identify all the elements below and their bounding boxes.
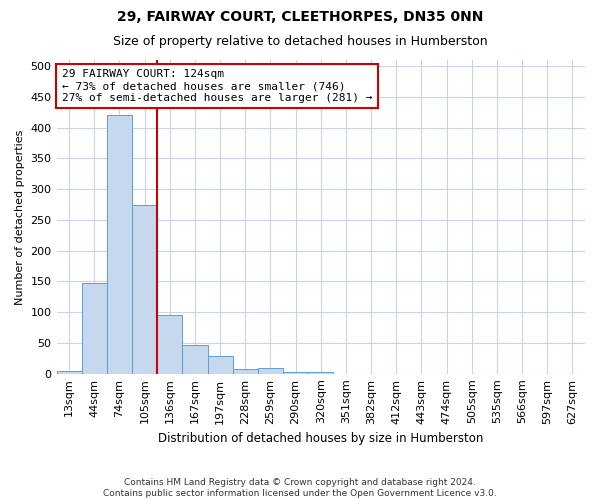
X-axis label: Distribution of detached houses by size in Humberston: Distribution of detached houses by size … xyxy=(158,432,484,445)
Bar xyxy=(157,315,182,374)
Bar xyxy=(208,356,233,374)
Bar xyxy=(56,370,82,374)
Bar xyxy=(233,369,258,374)
Text: 29, FAIRWAY COURT, CLEETHORPES, DN35 0NN: 29, FAIRWAY COURT, CLEETHORPES, DN35 0NN xyxy=(117,10,483,24)
Text: Size of property relative to detached houses in Humberston: Size of property relative to detached ho… xyxy=(113,35,487,48)
Text: 29 FAIRWAY COURT: 124sqm
← 73% of detached houses are smaller (746)
27% of semi-: 29 FAIRWAY COURT: 124sqm ← 73% of detach… xyxy=(62,70,373,102)
Bar xyxy=(82,282,107,374)
Bar xyxy=(308,372,334,374)
Text: Contains HM Land Registry data © Crown copyright and database right 2024.
Contai: Contains HM Land Registry data © Crown c… xyxy=(103,478,497,498)
Bar xyxy=(283,372,308,374)
Y-axis label: Number of detached properties: Number of detached properties xyxy=(15,129,25,304)
Bar xyxy=(132,204,157,374)
Bar xyxy=(107,116,132,374)
Bar xyxy=(182,345,208,374)
Bar xyxy=(258,368,283,374)
